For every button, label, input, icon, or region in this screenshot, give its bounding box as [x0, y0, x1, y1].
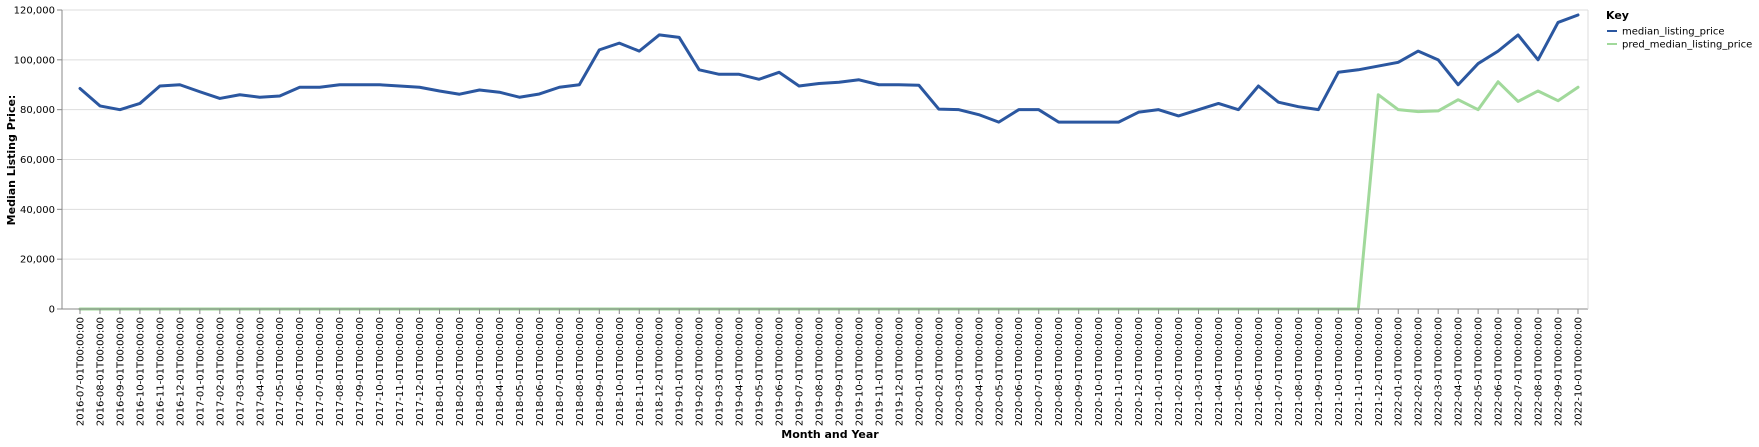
- x-tick-label: 2019-05-01T00:00:00: [755, 317, 766, 426]
- legend-title: Key: [1606, 9, 1629, 22]
- x-tick-label: 2019-07-01T00:00:00: [795, 317, 806, 426]
- x-tick-label: 2022-04-01T00:00:00: [1454, 317, 1465, 426]
- x-tick-label: 2018-01-01T00:00:00: [435, 317, 446, 426]
- x-tick-label: 2018-12-01T00:00:00: [655, 317, 666, 426]
- y-tick-label: 40,000: [20, 205, 55, 216]
- x-tick-label: 2021-03-01T00:00:00: [1194, 317, 1205, 426]
- x-tick-label: 2018-10-01T00:00:00: [615, 317, 626, 426]
- x-tick-label: 2017-03-01T00:00:00: [235, 317, 246, 426]
- x-tick-label: 2021-07-01T00:00:00: [1274, 317, 1285, 426]
- x-tick-label: 2018-02-01T00:00:00: [455, 317, 466, 426]
- legend-label: pred_median_listing_price: [1622, 40, 1752, 51]
- x-tick-label: 2020-04-01T00:00:00: [974, 317, 985, 426]
- x-tick-label: 2020-11-01T00:00:00: [1114, 317, 1125, 426]
- x-tick-label: 2021-04-01T00:00:00: [1214, 317, 1225, 426]
- x-tick-label: 2017-05-01T00:00:00: [275, 317, 286, 426]
- x-tick-label: 2022-05-01T00:00:00: [1474, 317, 1485, 426]
- x-tick-label: 2018-11-01T00:00:00: [635, 317, 646, 426]
- x-tick-label: 2017-08-01T00:00:00: [335, 317, 346, 426]
- x-tick-label: 2018-03-01T00:00:00: [475, 317, 486, 426]
- x-tick-label: 2018-09-01T00:00:00: [595, 317, 606, 426]
- y-tick-label: 0: [49, 305, 55, 316]
- y-axis-ticks: 0 20,000 40,000 60,000 80,000 100,000 120,000: [14, 6, 62, 316]
- x-tick-label: 2022-03-01T00:00:00: [1434, 317, 1445, 426]
- x-tick-label: 2022-09-01T00:00:00: [1554, 317, 1565, 426]
- legend: Key median_listing_price pred_median_list…: [1606, 9, 1752, 51]
- x-tick-label: 2017-02-01T00:00:00: [215, 317, 226, 426]
- x-tick-label: 2020-05-01T00:00:00: [994, 317, 1005, 426]
- x-tick-label: 2017-01-01T00:00:00: [195, 317, 206, 426]
- x-tick-label: 2016-12-01T00:00:00: [175, 317, 186, 426]
- x-tick-label: 2016-08-01T00:00:00: [95, 317, 106, 426]
- x-tick-label: 2022-07-01T00:00:00: [1514, 317, 1525, 426]
- x-tick-label: 2020-08-01T00:00:00: [1054, 317, 1065, 426]
- x-tick-label: 2021-05-01T00:00:00: [1234, 317, 1245, 426]
- x-tick-label: 2019-04-01T00:00:00: [735, 317, 746, 426]
- y-tick-label: 100,000: [14, 55, 55, 66]
- y-tick-label: 60,000: [20, 155, 55, 166]
- x-tick-label: 2017-12-01T00:00:00: [415, 317, 426, 426]
- x-tick-label: 2020-10-01T00:00:00: [1094, 317, 1105, 426]
- x-tick-label: 2018-07-01T00:00:00: [555, 317, 566, 426]
- y-tick-label: 80,000: [20, 105, 55, 116]
- x-tick-label: 2017-06-01T00:00:00: [295, 317, 306, 426]
- x-tick-label: 2022-08-01T00:00:00: [1534, 317, 1545, 426]
- x-tick-label: 2018-04-01T00:00:00: [495, 317, 506, 426]
- x-tick-label: 2017-10-01T00:00:00: [375, 317, 386, 426]
- x-tick-label: 2017-11-01T00:00:00: [395, 317, 406, 426]
- x-tick-label: 2017-04-01T00:00:00: [255, 317, 266, 426]
- x-tick-label: 2017-09-01T00:00:00: [355, 317, 366, 426]
- x-axis-ticks: 2016-07-01T00:00:00 2016-08-01T00:00:00 20…: [76, 309, 1585, 426]
- y-tick-label: 120,000: [14, 6, 55, 17]
- x-tick-label: 2016-10-01T00:00:00: [135, 317, 146, 426]
- x-tick-label: 2021-12-01T00:00:00: [1374, 317, 1385, 426]
- x-tick-label: 2022-06-01T00:00:00: [1494, 317, 1505, 426]
- x-tick-label: 2018-06-01T00:00:00: [535, 317, 546, 426]
- y-axis-title: Median Listing Price:: [5, 95, 18, 226]
- x-tick-label: 2019-06-01T00:00:00: [775, 317, 786, 426]
- x-tick-label: 2021-10-01T00:00:00: [1334, 317, 1345, 426]
- x-tick-label: 2022-02-01T00:00:00: [1414, 317, 1425, 426]
- x-tick-label: 2018-08-01T00:00:00: [575, 317, 586, 426]
- x-tick-label: 2020-12-01T00:00:00: [1134, 317, 1145, 426]
- x-tick-label: 2019-08-01T00:00:00: [815, 317, 826, 426]
- y-tick-label: 20,000: [20, 255, 55, 266]
- x-tick-label: 2022-01-01T00:00:00: [1394, 317, 1405, 426]
- x-tick-label: 2022-10-01T00:00:00: [1574, 317, 1585, 426]
- x-tick-label: 2016-09-01T00:00:00: [115, 317, 126, 426]
- x-tick-label: 2021-06-01T00:00:00: [1254, 317, 1265, 426]
- x-tick-label: 2021-02-01T00:00:00: [1174, 317, 1185, 426]
- x-tick-label: 2019-11-01T00:00:00: [874, 317, 885, 426]
- x-tick-label: 2019-03-01T00:00:00: [715, 317, 726, 426]
- x-tick-label: 2019-10-01T00:00:00: [854, 317, 865, 426]
- x-tick-label: 2019-02-01T00:00:00: [695, 317, 706, 426]
- x-tick-label: 2019-09-01T00:00:00: [834, 317, 845, 426]
- legend-label: median_listing_price: [1622, 27, 1725, 38]
- x-tick-label: 2021-11-01T00:00:00: [1354, 317, 1365, 426]
- x-tick-label: 2020-07-01T00:00:00: [1034, 317, 1045, 426]
- x-tick-label: 2019-01-01T00:00:00: [675, 317, 686, 426]
- x-tick-label: 2021-01-01T00:00:00: [1154, 317, 1165, 426]
- x-tick-label: 2016-11-01T00:00:00: [155, 317, 166, 426]
- x-tick-label: 2021-08-01T00:00:00: [1294, 317, 1305, 426]
- gridlines: [62, 9, 1588, 310]
- x-tick-label: 2020-09-01T00:00:00: [1074, 317, 1085, 426]
- series-line-median_listing_price: [78, 13, 1580, 124]
- series-line-pred_median_listing_price: [78, 80, 1580, 311]
- x-tick-label: 2017-07-01T00:00:00: [315, 317, 326, 426]
- x-tick-label: 2021-09-01T00:00:00: [1314, 317, 1325, 426]
- x-tick-label: 2018-05-01T00:00:00: [515, 317, 526, 426]
- x-tick-label: 2016-07-01T00:00:00: [76, 317, 87, 426]
- x-tick-label: 2020-01-01T00:00:00: [914, 317, 925, 426]
- x-tick-label: 2019-12-01T00:00:00: [894, 317, 905, 426]
- x-tick-label: 2020-06-01T00:00:00: [1014, 317, 1025, 426]
- series-layer: [78, 13, 1580, 311]
- x-tick-label: 2020-03-01T00:00:00: [954, 317, 965, 426]
- x-tick-label: 2020-02-01T00:00:00: [934, 317, 945, 426]
- x-axis-title: Month and Year: [781, 428, 879, 441]
